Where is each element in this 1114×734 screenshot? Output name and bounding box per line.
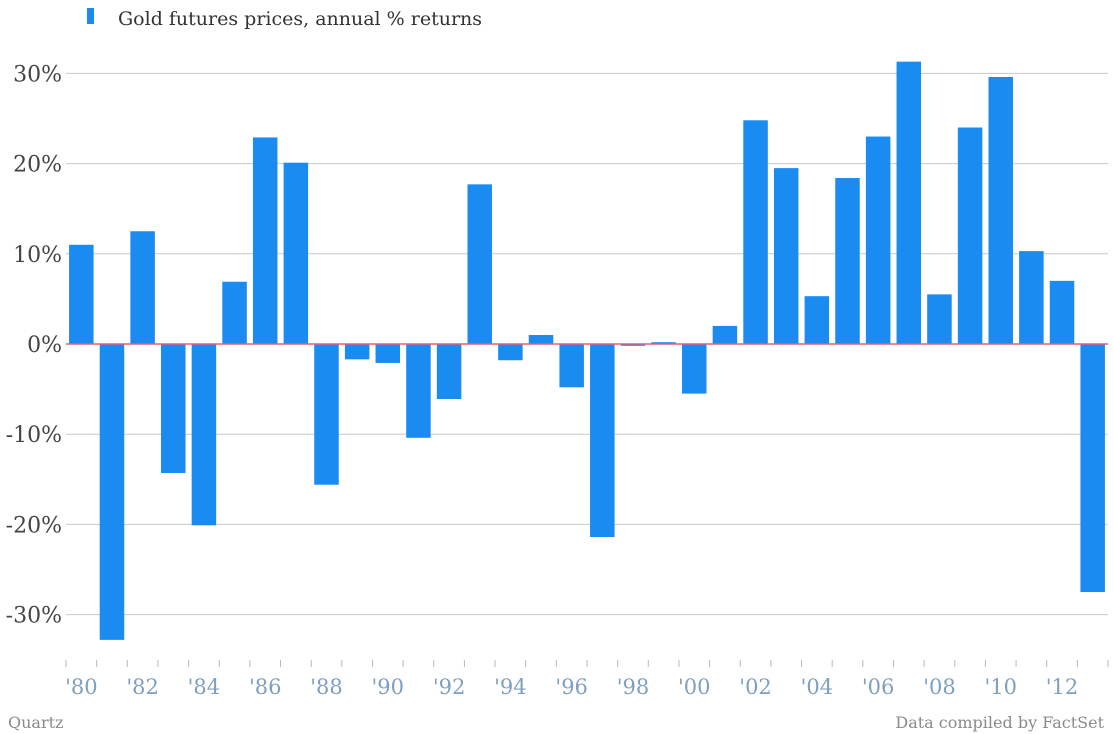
bar-2008: [927, 294, 952, 344]
y-tick-label: -10%: [6, 423, 62, 448]
bar-1992: [436, 344, 462, 400]
y-tick-label: -20%: [6, 513, 62, 538]
bar-1982: [130, 231, 155, 344]
bar-2012: [1049, 280, 1075, 344]
bar-1986: [252, 137, 278, 344]
bar-2013: [1080, 344, 1105, 593]
x-axis-ticks: '80 '82 '84 '86 '88 '90 '92 '94 '96 '98 '00 '02 '04 '…: [65, 660, 1109, 699]
footer-source-left: Quartz: [8, 713, 63, 732]
bar-1995: [528, 334, 554, 344]
x-tick-label: '12: [1046, 675, 1079, 699]
legend-label: Gold futures prices, annual % returns: [118, 8, 482, 30]
bar-1981: [99, 344, 125, 640]
bar-1989: [344, 344, 370, 360]
y-axis-ticks: 30% 20% 10% 0% -10% -20% -30%: [6, 62, 62, 628]
bar-2009: [957, 127, 983, 345]
bar-2006: [865, 136, 891, 344]
x-tick-label: '02: [739, 675, 772, 699]
bar-1980: [69, 244, 94, 344]
x-tick-label: '94: [494, 675, 527, 699]
bar-1984: [191, 344, 217, 526]
bar-2000: [682, 344, 707, 394]
x-tick-label: '90: [372, 675, 405, 699]
x-tick-label: '04: [801, 675, 834, 699]
bar-2010: [988, 77, 1013, 344]
bar-1999: [651, 342, 676, 344]
x-tick-label: '86: [249, 675, 282, 699]
bar-1993: [467, 184, 492, 344]
bar-1996: [559, 344, 584, 388]
bar-2002: [743, 120, 768, 344]
bar-2007: [896, 61, 922, 345]
y-tick-label: 10%: [13, 243, 62, 268]
bar-2001: [712, 325, 738, 344]
bar-1994: [498, 344, 523, 361]
y-tick-label: 30%: [13, 62, 62, 87]
bar-2011: [1019, 251, 1044, 344]
x-tick-label: '84: [188, 675, 221, 699]
x-tick-label: '00: [678, 675, 711, 699]
bar-2005: [835, 178, 860, 344]
x-tick-label: '88: [310, 675, 343, 699]
x-tick-label: '10: [984, 675, 1017, 699]
x-tick-label: '96: [555, 675, 588, 699]
bar-1987: [283, 162, 309, 344]
x-tick-label: '92: [433, 675, 466, 699]
bar-1988: [314, 344, 339, 485]
y-tick-label: 0%: [27, 333, 62, 358]
y-tick-label: 20%: [13, 153, 62, 178]
bar-1990: [375, 344, 401, 363]
y-tick-label: -30%: [6, 604, 62, 629]
bar-1991: [406, 344, 431, 438]
bar-1997: [590, 344, 615, 538]
x-tick-label: '08: [923, 675, 956, 699]
bar-2003: [773, 168, 799, 344]
footer-source-right: Data compiled by FactSet: [895, 713, 1104, 732]
x-tick-label: '80: [65, 675, 98, 699]
x-tick-label: '82: [126, 675, 159, 699]
x-tick-label: '06: [862, 675, 895, 699]
bar-1983: [161, 344, 186, 473]
legend-swatch: [87, 8, 94, 24]
bar-2004: [804, 296, 830, 344]
bar-1985: [222, 281, 247, 344]
x-tick-label: '98: [617, 675, 650, 699]
bar-1998: [620, 344, 646, 346]
gridlines: [66, 72, 1108, 616]
bars: [69, 61, 1105, 640]
